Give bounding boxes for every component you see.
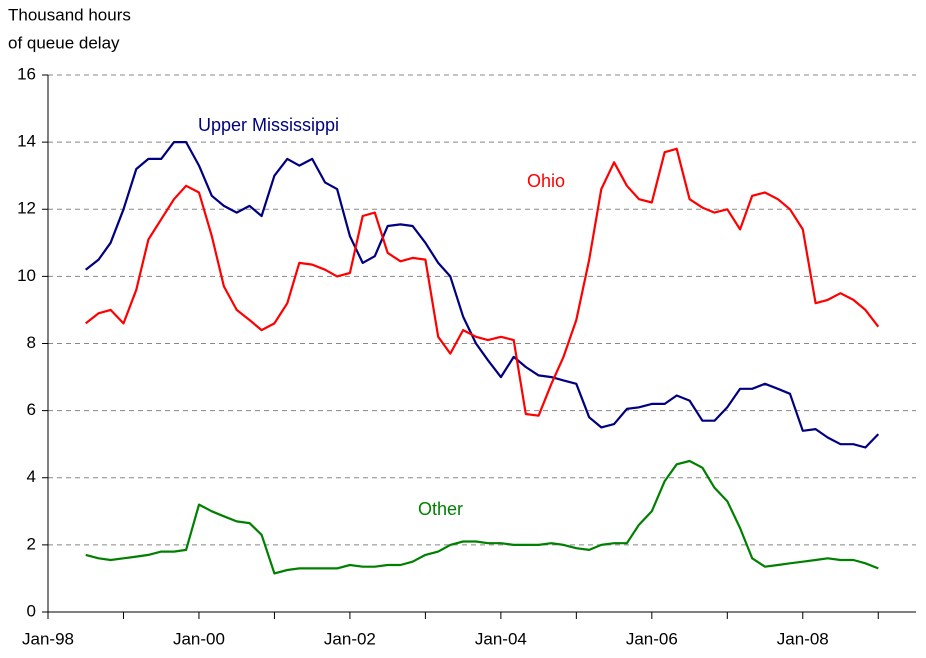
y-tick-label: 4	[27, 467, 36, 486]
x-tick-label: Jan-04	[475, 629, 527, 648]
y-tick-label: 14	[17, 132, 36, 151]
y-tick-label: 6	[27, 400, 36, 419]
series-line	[85, 147, 880, 417]
x-tick-label: Jan-02	[324, 629, 376, 648]
series-label: Upper Mississippi	[198, 115, 339, 135]
series-label: Other	[418, 499, 463, 519]
y-tick-label: 8	[27, 333, 36, 352]
x-tick-label: Jan-00	[173, 629, 225, 648]
y-axis-title: of queue delay	[8, 33, 120, 52]
x-tick-label: Jan-06	[626, 629, 678, 648]
y-tick-label: 10	[17, 266, 36, 285]
y-tick-label: 2	[27, 534, 36, 553]
y-tick-label: 0	[27, 601, 36, 620]
y-tick-label: 16	[17, 64, 36, 83]
series-line	[85, 141, 880, 449]
x-tick-label: Jan-98	[22, 629, 74, 648]
x-tick-label: Jan-08	[777, 629, 829, 648]
series-label: Ohio	[527, 171, 565, 191]
y-tick-label: 12	[17, 199, 36, 218]
y-axis-title: Thousand hours	[8, 5, 131, 24]
series-line	[85, 459, 879, 575]
